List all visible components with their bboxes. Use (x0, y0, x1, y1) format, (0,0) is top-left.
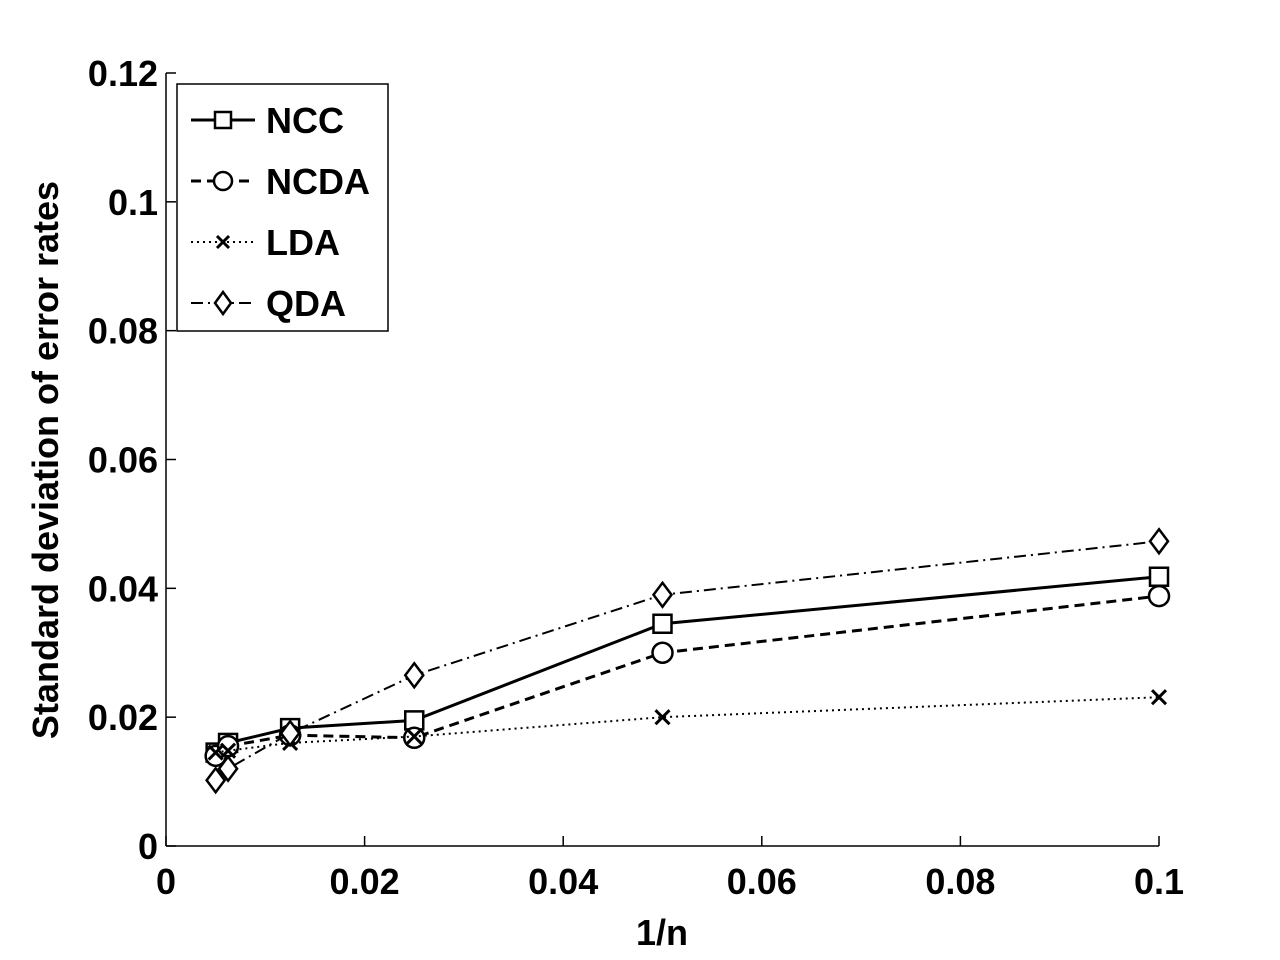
x-tick-label: 0.04 (528, 861, 598, 902)
legend-item-lda: LDA (191, 222, 340, 263)
data-point-qda (1148, 527, 1170, 556)
data-point-ncda (651, 641, 674, 664)
data-point-qda (403, 661, 425, 690)
data-point-qda (217, 754, 239, 783)
y-tick-label: 0.02 (88, 697, 158, 738)
data-point-lda-stroke (654, 709, 671, 726)
series-qda (205, 527, 1170, 795)
data-point-lda (654, 709, 671, 726)
legend-marker-qda (213, 289, 233, 317)
series-line-qda (214, 540, 1160, 782)
x-tick-label: 0.06 (727, 861, 797, 902)
data-point-qda (279, 719, 301, 748)
data-point-lda-stroke (406, 728, 423, 745)
x-axis-label: 1/n (636, 912, 688, 953)
y-tick-label: 0.1 (108, 182, 158, 223)
legend-marker-lda (215, 234, 231, 250)
series-line-ncda (214, 594, 1160, 758)
legend-label-ncda: NCDA (266, 161, 370, 202)
y-tick-label: 0.12 (88, 53, 158, 94)
data-point-ncda (1147, 584, 1171, 608)
y-tick-label: 0 (138, 826, 158, 867)
x-tick-label: 0.08 (925, 861, 995, 902)
y-tick-label: 0.06 (88, 440, 158, 481)
data-point-lda (207, 744, 224, 761)
legend-marker-ncc (213, 110, 233, 130)
y-tick-label: 0.08 (88, 311, 158, 352)
data-point-lda-stroke (1150, 689, 1168, 706)
legend-label-qda: QDA (266, 283, 346, 324)
legend-item-qda: QDA (191, 283, 346, 324)
x-tick-label: 0 (156, 861, 176, 902)
axes: 0 0.02 0.04 0.06 0.08 0.1 0 0.02 0.04 0.06 0.08 0.1… (88, 53, 1184, 902)
legend-marker-ncda (212, 170, 234, 192)
x-tick-label: 0.02 (330, 861, 400, 902)
legend-item-ncc: NCC (191, 100, 344, 141)
legend-label-lda: LDA (266, 222, 340, 263)
data-point-lda (220, 742, 237, 759)
data-point-lda (406, 728, 423, 745)
data-point-qda (651, 580, 674, 609)
legend-box (176, 83, 389, 332)
data-point-ncc (652, 613, 673, 635)
legend: NCC NCDA LDA QDA (176, 83, 389, 332)
series-layer (204, 527, 1171, 795)
data-point-qda (205, 766, 227, 795)
data-point-lda (1150, 689, 1168, 706)
legend-label-ncc: NCC (266, 100, 344, 141)
data-point-lda-stroke (207, 744, 224, 761)
data-point-ncc (1148, 566, 1170, 587)
y-tick-label: 0.04 (88, 568, 158, 609)
legend-item-ncda: NCDA (191, 161, 370, 202)
y-axis-label: Standard deviation of error rates (25, 181, 66, 739)
legend-marker-lda-stroke (215, 234, 231, 250)
data-point-lda-stroke (220, 742, 237, 759)
x-tick-label: 0.1 (1134, 861, 1184, 902)
